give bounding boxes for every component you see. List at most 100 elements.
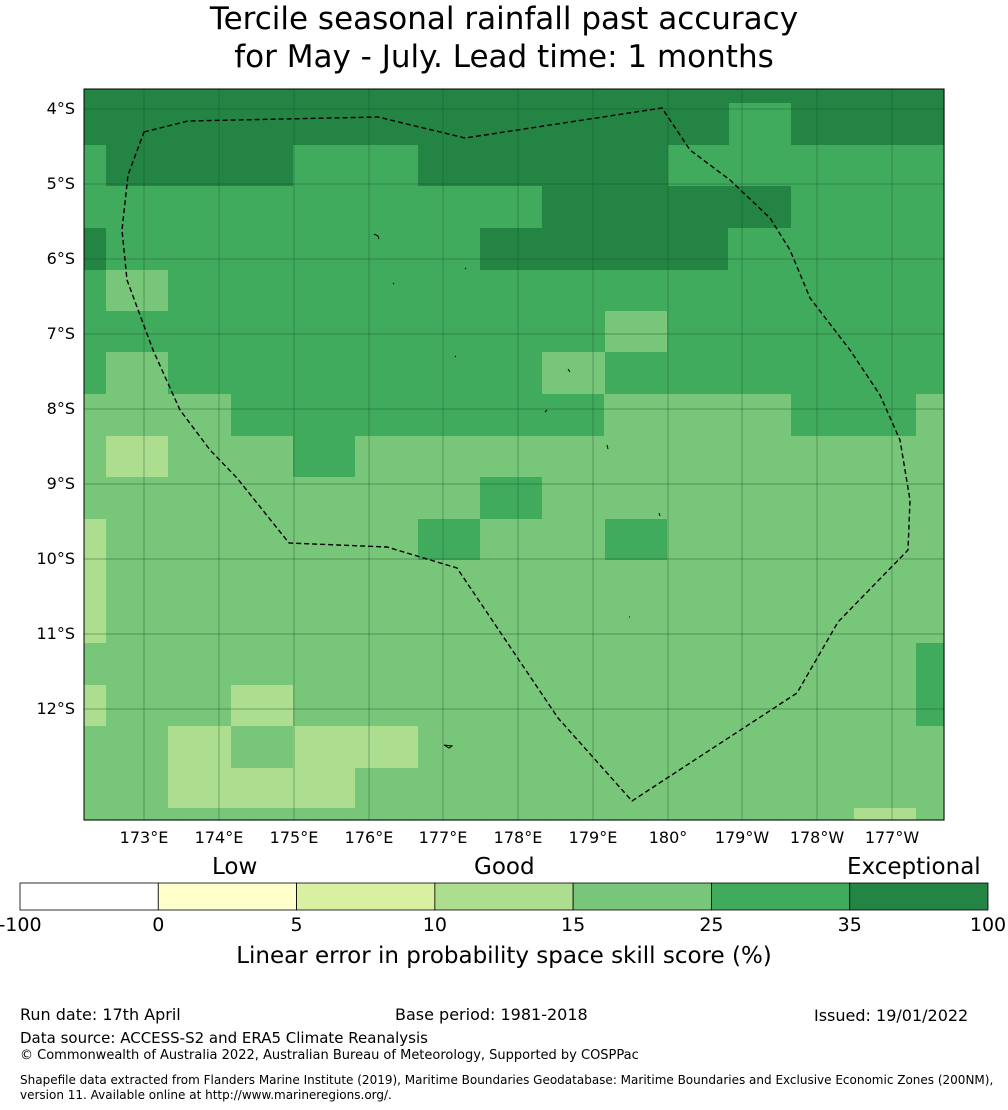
colorbar-tick-label: -100	[0, 914, 42, 936]
grid-cell	[729, 103, 791, 145]
grid-cell	[106, 228, 480, 270]
colorbar-segment	[711, 882, 851, 911]
island-7	[606, 444, 609, 450]
grid-cell	[84, 228, 106, 270]
run-date: Run date: 17th April	[20, 1005, 181, 1024]
grid-cell	[106, 436, 168, 477]
grid-cell	[231, 768, 355, 808]
colorbar-tick-label: 0	[152, 914, 165, 936]
colorbar-category-good: Good	[474, 854, 535, 880]
grid-cell	[84, 89, 944, 145]
longitude-label: 177°W	[864, 828, 920, 847]
grid-cell	[293, 436, 355, 477]
island-10	[443, 744, 454, 749]
grid-cell	[293, 726, 418, 768]
longitude-label: 179°E	[568, 828, 618, 847]
latitude-label: 6°S	[46, 249, 75, 268]
grid-cell	[605, 311, 667, 352]
colorbar-category-exceptional: Exceptional	[847, 854, 981, 880]
island-3	[392, 282, 395, 285]
island-6	[544, 409, 548, 413]
grid-cell	[605, 519, 667, 560]
grid-cell	[84, 270, 944, 394]
map-title-line1: Tercile seasonal rainfall past accuracy	[209, 1, 799, 37]
island-5	[567, 368, 571, 373]
base-period: Base period: 1981-2018	[395, 1005, 588, 1024]
issued-date: Issued: 19/01/2022	[814, 1006, 969, 1025]
grid-cell	[293, 145, 418, 186]
grid-cell	[728, 228, 944, 270]
colorbar-tick-label: 5	[290, 914, 303, 936]
latitude-label: 10°S	[36, 549, 75, 568]
colorbar-tick-label: 15	[561, 914, 586, 936]
longitude-label: 173°E	[119, 828, 169, 847]
island-8	[658, 512, 661, 517]
colorbar	[19, 882, 989, 911]
grid-cell	[84, 519, 106, 643]
colorbar-segment	[19, 882, 159, 911]
grid-cell	[854, 808, 916, 820]
longitude-label: 174°E	[194, 828, 244, 847]
grid-cell	[84, 145, 106, 186]
latitude-label: 7°S	[46, 324, 75, 343]
graticule	[84, 89, 944, 820]
colorbar-segment	[434, 882, 574, 911]
colorbar-title: Linear error in probability space skill …	[236, 943, 772, 969]
colorbar-tick-label: 35	[837, 914, 862, 936]
grid-cell	[542, 352, 605, 394]
colorbar-segment	[572, 882, 712, 911]
island-outlines	[373, 233, 661, 749]
longitude-label: 177°E	[418, 828, 468, 847]
colorbar-segment	[296, 882, 436, 911]
data-source: Data source: ACCESS-S2 and ERA5 Climate …	[20, 1029, 428, 1047]
colorbar-tick-label: 25	[699, 914, 724, 936]
copyright: © Commonwealth of Australia 2022, Austra…	[20, 1048, 639, 1063]
grid-cell	[84, 394, 231, 436]
grid-cell	[84, 186, 542, 228]
latitude-label: 5°S	[46, 174, 75, 193]
longitude-label: 178°W	[789, 828, 845, 847]
colorbar-tick-label: 100	[969, 914, 1007, 936]
grid-cell	[84, 685, 106, 726]
shapefile-credit: Shapefile data extracted from Flanders M…	[20, 1073, 994, 1102]
grid-cell	[418, 519, 480, 560]
grid-cell	[231, 394, 604, 436]
grid-cell	[168, 726, 231, 808]
grid-cell	[84, 89, 106, 145]
grid-cell	[480, 477, 542, 519]
longitude-label: 179°W	[714, 828, 770, 847]
latitude-label: 8°S	[46, 399, 75, 418]
map-title-line2: for May - July. Lead time: 1 months	[234, 39, 774, 75]
grid-cell	[418, 145, 668, 186]
map-frame	[83, 88, 945, 821]
grid-cell	[916, 394, 944, 436]
longitude-label: 178°E	[493, 828, 543, 847]
latitude-label: 11°S	[36, 624, 75, 643]
longitude-label: 176°E	[344, 828, 394, 847]
island-4	[454, 355, 457, 358]
eez-boundary	[121, 107, 911, 802]
grid-cell	[668, 145, 944, 186]
colorbar-segment	[157, 882, 297, 911]
grid-cell	[106, 352, 168, 394]
grid-cell	[728, 186, 791, 228]
latitude-label: 4°S	[46, 99, 75, 118]
grid-cell	[604, 394, 791, 436]
grid-cell	[791, 394, 916, 436]
island-2	[464, 267, 467, 270]
colorbar-category-low: Low	[212, 854, 258, 880]
grid-cell	[231, 685, 293, 726]
grid-cell	[791, 186, 944, 228]
latitude-label: 9°S	[46, 474, 75, 493]
latitude-label: 12°S	[36, 699, 75, 718]
grid-cell	[106, 270, 168, 311]
longitude-label: 180°	[648, 828, 688, 847]
colorbar-segment	[849, 882, 989, 911]
longitude-label: 175°E	[269, 828, 319, 847]
colorbar-tick-label: 10	[422, 914, 447, 936]
grid-cell	[916, 643, 944, 726]
island-1	[373, 233, 380, 240]
skill-score-grid	[84, 89, 945, 821]
grid-cell	[480, 228, 728, 270]
